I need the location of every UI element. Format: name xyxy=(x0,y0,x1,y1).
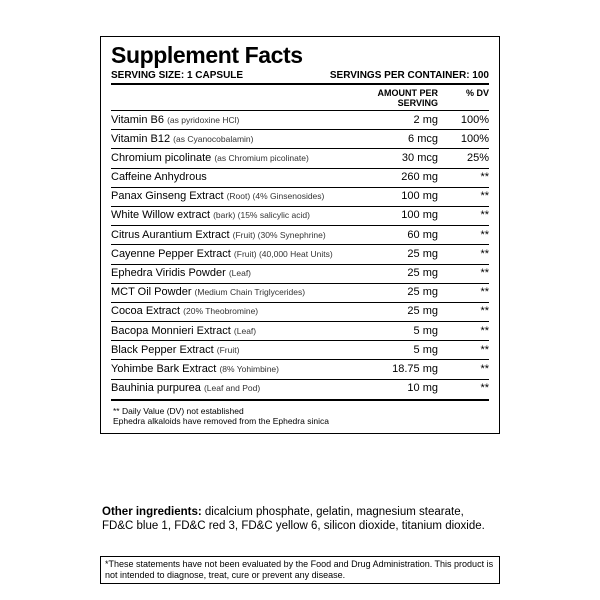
ingredient-dv: ** xyxy=(444,325,489,338)
supplement-facts-panel: Supplement Facts SERVING SIZE: 1 CAPSULE… xyxy=(100,36,500,434)
ingredient-row: Vitamin B6 (as pyridoxine HCl)2 mg100% xyxy=(111,111,489,130)
ingredient-amount: 25 mg xyxy=(339,286,444,299)
ingredient-qualifier: (Fruit) xyxy=(217,345,240,355)
ingredient-row: Yohimbe Bark Extract (8% Yohimbine)18.75… xyxy=(111,360,489,379)
footnote-dv: ** Daily Value (DV) not established xyxy=(113,406,489,417)
ingredient-qualifier: (8% Yohimbine) xyxy=(219,364,279,374)
ingredient-dv: ** xyxy=(444,190,489,203)
ingredient-amount: 2 mg xyxy=(339,114,444,127)
column-headers: AMOUNT PER SERVING % DV xyxy=(111,87,489,111)
ingredient-name: Cayenne Pepper Extract (Fruit) (40,000 H… xyxy=(111,248,339,261)
ingredient-rows: Vitamin B6 (as pyridoxine HCl)2 mg100%Vi… xyxy=(111,111,489,398)
ingredient-name: Bauhinia purpurea (Leaf and Pod) xyxy=(111,382,339,395)
ingredient-row: Ephedra Viridis Powder (Leaf)25 mg** xyxy=(111,265,489,284)
footnote-ephedra: Ephedra alkaloids have removed from the … xyxy=(113,416,489,427)
ingredient-amount: 260 mg xyxy=(339,171,444,184)
ingredient-dv: 100% xyxy=(444,133,489,146)
ingredient-name: Yohimbe Bark Extract (8% Yohimbine) xyxy=(111,363,339,376)
ingredient-dv: ** xyxy=(444,229,489,242)
ingredient-qualifier: (Leaf and Pod) xyxy=(204,383,260,393)
ingredient-amount: 60 mg xyxy=(339,229,444,242)
ingredient-amount: 100 mg xyxy=(339,209,444,222)
header-amount: AMOUNT PER SERVING xyxy=(339,88,444,108)
ingredient-name: Caffeine Anhydrous xyxy=(111,171,339,184)
ingredient-row: Panax Ginseng Extract (Root) (4% Ginseno… xyxy=(111,188,489,207)
ingredient-row: Cocoa Extract (20% Theobromine)25 mg** xyxy=(111,303,489,322)
ingredient-name: Black Pepper Extract (Fruit) xyxy=(111,344,339,357)
ingredient-qualifier: (Medium Chain Triglycerides) xyxy=(195,287,306,297)
ingredient-row: Citrus Aurantium Extract (Fruit) (30% Sy… xyxy=(111,226,489,245)
serving-size: SERVING SIZE: 1 CAPSULE xyxy=(111,70,243,81)
ingredient-row: Bacopa Monnieri Extract (Leaf)5 mg** xyxy=(111,322,489,341)
ingredient-qualifier: (Leaf) xyxy=(229,268,251,278)
serving-row: SERVING SIZE: 1 CAPSULE SERVINGS PER CON… xyxy=(111,70,489,81)
ingredient-amount: 6 mcg xyxy=(339,133,444,146)
ingredient-amount: 5 mg xyxy=(339,325,444,338)
ingredient-row: MCT Oil Powder (Medium Chain Triglycerid… xyxy=(111,284,489,303)
ingredient-name: Vitamin B6 (as pyridoxine HCl) xyxy=(111,114,339,127)
ingredient-dv: ** xyxy=(444,267,489,280)
ingredient-name: Panax Ginseng Extract (Root) (4% Ginseno… xyxy=(111,190,339,203)
ingredient-dv: ** xyxy=(444,363,489,376)
ingredient-dv: 100% xyxy=(444,114,489,127)
ingredient-dv: ** xyxy=(444,305,489,318)
footnotes: ** Daily Value (DV) not established Ephe… xyxy=(111,403,489,427)
ingredient-row: Black Pepper Extract (Fruit)5 mg** xyxy=(111,341,489,360)
ingredient-dv: ** xyxy=(444,248,489,261)
ingredient-amount: 5 mg xyxy=(339,344,444,357)
fda-disclaimer: *These statements have not been evaluate… xyxy=(100,556,500,584)
rule-thick xyxy=(111,83,489,85)
ingredient-row: Chromium picolinate (as Chromium picolin… xyxy=(111,149,489,168)
ingredient-row: Bauhinia purpurea (Leaf and Pod)10 mg** xyxy=(111,380,489,398)
ingredient-dv: ** xyxy=(444,209,489,222)
other-ingredients-lead: Other ingredients: xyxy=(102,506,202,518)
ingredient-amount: 100 mg xyxy=(339,190,444,203)
header-dv: % DV xyxy=(444,88,489,108)
ingredient-amount: 30 mcg xyxy=(339,152,444,165)
ingredient-qualifier: (20% Theobromine) xyxy=(183,306,258,316)
ingredient-dv: 25% xyxy=(444,152,489,165)
ingredient-name: Citrus Aurantium Extract (Fruit) (30% Sy… xyxy=(111,229,339,242)
ingredient-name: Vitamin B12 (as Cyanocobalamin) xyxy=(111,133,339,146)
ingredient-amount: 18.75 mg xyxy=(339,363,444,376)
other-ingredients: Other ingredients: dicalcium phosphate, … xyxy=(100,500,500,534)
ingredient-row: Caffeine Anhydrous260 mg** xyxy=(111,169,489,188)
ingredient-name: Ephedra Viridis Powder (Leaf) xyxy=(111,267,339,280)
ingredient-amount: 25 mg xyxy=(339,305,444,318)
ingredient-amount: 25 mg xyxy=(339,248,444,261)
ingredient-row: Vitamin B12 (as Cyanocobalamin)6 mcg100% xyxy=(111,130,489,149)
ingredient-dv: ** xyxy=(444,382,489,395)
ingredient-row: White Willow extract (bark) (15% salicyl… xyxy=(111,207,489,226)
ingredient-name: Bacopa Monnieri Extract (Leaf) xyxy=(111,325,339,338)
ingredient-amount: 25 mg xyxy=(339,267,444,280)
servings-per-container: SERVINGS PER CONTAINER: 100 xyxy=(330,70,489,81)
ingredient-row: Cayenne Pepper Extract (Fruit) (40,000 H… xyxy=(111,245,489,264)
ingredient-name: White Willow extract (bark) (15% salicyl… xyxy=(111,209,339,222)
ingredient-name: MCT Oil Powder (Medium Chain Triglycerid… xyxy=(111,286,339,299)
ingredient-dv: ** xyxy=(444,344,489,357)
ingredient-name: Chromium picolinate (as Chromium picolin… xyxy=(111,152,339,165)
ingredient-qualifier: (as pyridoxine HCl) xyxy=(167,115,239,125)
ingredient-qualifier: (Leaf) xyxy=(234,326,256,336)
ingredient-amount: 10 mg xyxy=(339,382,444,395)
rule-thick-2 xyxy=(111,399,489,401)
ingredient-qualifier: (Fruit) (30% Synephrine) xyxy=(233,230,326,240)
ingredient-name: Cocoa Extract (20% Theobromine) xyxy=(111,305,339,318)
panel-title: Supplement Facts xyxy=(111,42,489,69)
ingredient-qualifier: (as Chromium picolinate) xyxy=(214,153,308,163)
ingredient-qualifier: (bark) (15% salicylic acid) xyxy=(213,210,310,220)
ingredient-dv: ** xyxy=(444,286,489,299)
ingredient-qualifier: (Fruit) (40,000 Heat Units) xyxy=(234,249,333,259)
ingredient-qualifier: (Root) (4% Ginsenosides) xyxy=(227,191,325,201)
ingredient-dv: ** xyxy=(444,171,489,184)
ingredient-qualifier: (as Cyanocobalamin) xyxy=(173,134,253,144)
